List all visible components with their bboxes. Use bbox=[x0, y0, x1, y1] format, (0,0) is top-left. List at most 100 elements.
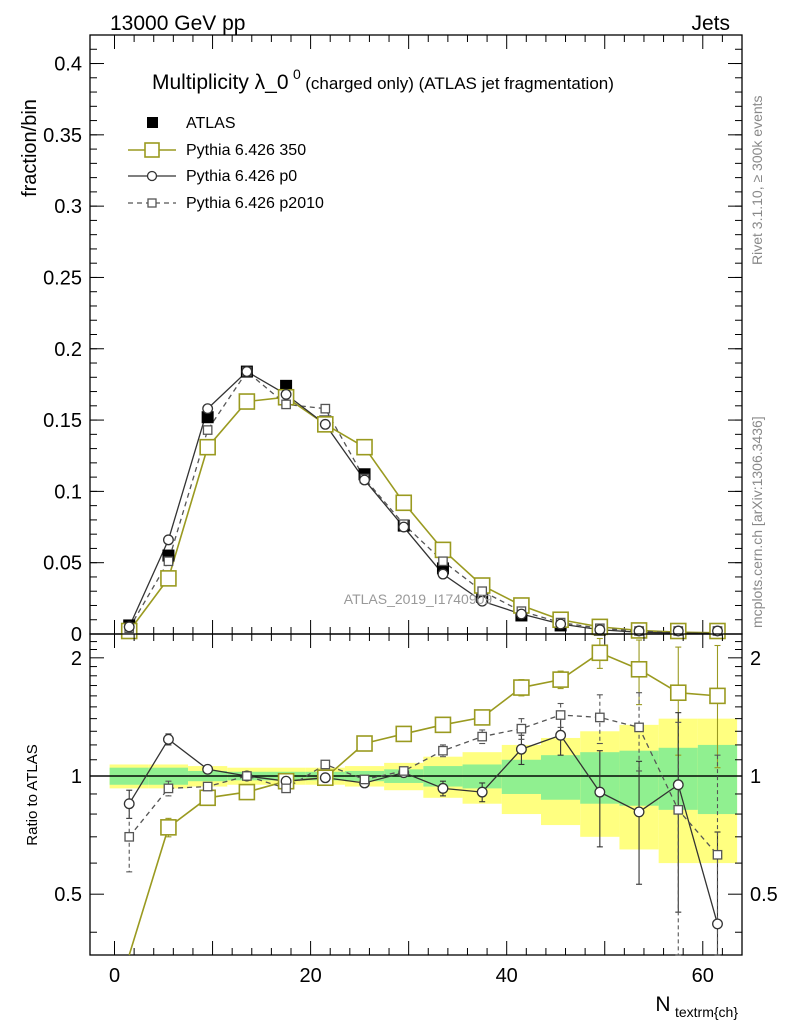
ratio-point-p2010 bbox=[124, 831, 135, 842]
main-point-p2010 bbox=[320, 403, 331, 414]
legend-label-p2010: Pythia 6.426 p2010 bbox=[186, 195, 324, 212]
ratio-point-p2010 bbox=[359, 774, 370, 785]
main-point-p0 bbox=[123, 621, 135, 633]
main-point-p0 bbox=[594, 624, 606, 636]
ratio-point-p350 bbox=[160, 819, 177, 836]
ratio-ytick-label-right: 0.5 bbox=[750, 884, 778, 906]
ratio-bands bbox=[90, 718, 742, 864]
header-left: 13000 GeV pp bbox=[110, 12, 245, 35]
chart-title-sup: 0 bbox=[293, 66, 301, 82]
ratio-band-green bbox=[501, 759, 542, 794]
main-series bbox=[120, 365, 726, 640]
main-ytick-label: 0 bbox=[71, 624, 82, 646]
legend: ATLAS Pythia 6.426 350 Pythia 6.426 p0 P… bbox=[128, 115, 324, 212]
ratio-xlabel: N textrm{ch} bbox=[655, 993, 738, 1020]
legend-label-p0: Pythia 6.426 p0 bbox=[186, 168, 297, 185]
ratio-point-p2010 bbox=[477, 731, 488, 742]
ratio-point-p0 bbox=[555, 729, 567, 741]
ratio-point-p350 bbox=[591, 644, 609, 662]
main-point-p0 bbox=[241, 366, 253, 378]
ratio-point-p0 bbox=[162, 733, 174, 745]
main-point-p0 bbox=[555, 618, 567, 630]
ratio-point-p2010 bbox=[163, 783, 174, 794]
main-ytick-label: 0.4 bbox=[54, 54, 82, 76]
main-point-p2010 bbox=[163, 556, 174, 567]
main-point-p2010 bbox=[438, 556, 448, 567]
ratio-point-p2010 bbox=[634, 722, 644, 733]
side-mcplots-text: mcplots.cern.ch [arXiv:1306.3436] bbox=[749, 416, 765, 628]
main-ytick-label: 0.25 bbox=[43, 267, 82, 289]
ratio-point-p2010 bbox=[398, 766, 409, 776]
main-point-atlas bbox=[201, 411, 214, 424]
ratio-point-p350 bbox=[513, 679, 530, 696]
main-point-p0 bbox=[319, 418, 331, 430]
chart-title: Multiplicity λ_0 0 (charged only) (ATLAS… bbox=[152, 66, 614, 94]
main-point-atlas bbox=[280, 379, 293, 392]
ratio-point-p0 bbox=[476, 786, 488, 798]
ratio-point-p0 bbox=[712, 918, 723, 930]
main-point-p2010 bbox=[477, 586, 488, 597]
legend-marker-atlas bbox=[147, 117, 158, 128]
ratio-point-p350 bbox=[709, 687, 726, 705]
ratio-point-p350 bbox=[473, 709, 491, 726]
ratio-ytick-label-left: 2 bbox=[71, 648, 82, 670]
ratio-ytick-label-left: 1 bbox=[71, 766, 82, 788]
ratio-xtick-label: 20 bbox=[299, 965, 321, 987]
main-point-p0 bbox=[280, 388, 292, 400]
header-right: Jets bbox=[691, 12, 730, 35]
ratio-point-p2010 bbox=[594, 712, 605, 723]
main-point-p0 bbox=[202, 403, 214, 415]
main-point-p0 bbox=[437, 568, 449, 580]
main-point-p350 bbox=[356, 438, 373, 456]
ratio-point-p0 bbox=[319, 772, 331, 784]
ratio-xtick-label: 0 bbox=[109, 965, 120, 987]
ratio-point-p0 bbox=[633, 806, 645, 818]
main-ytick-label: 0.1 bbox=[54, 481, 82, 503]
ratio-point-p2010 bbox=[320, 759, 331, 770]
ratio-point-p2010 bbox=[712, 849, 723, 860]
ratio-point-p2010 bbox=[281, 783, 291, 794]
main-point-p0 bbox=[515, 608, 527, 620]
ratio-point-p0 bbox=[202, 763, 214, 775]
ratio-xtick-label: 60 bbox=[692, 965, 714, 987]
ratio-point-p0 bbox=[123, 798, 135, 810]
ratio-point-p2010 bbox=[516, 723, 527, 734]
ratio-point-p350 bbox=[199, 789, 216, 807]
chart-title-main: Multiplicity λ_0 bbox=[152, 71, 289, 94]
main-point-p0 bbox=[359, 474, 370, 486]
main-point-p350 bbox=[434, 541, 452, 559]
ratio-point-p350 bbox=[238, 783, 256, 801]
legend-label-atlas: ATLAS bbox=[186, 115, 236, 132]
ratio-point-p350 bbox=[434, 716, 452, 734]
main-line-p350 bbox=[128, 396, 718, 634]
ratio-point-p2010 bbox=[673, 804, 684, 815]
main-point-p350 bbox=[395, 494, 413, 512]
ratio-band-green bbox=[541, 755, 581, 800]
main-point-p2010 bbox=[202, 425, 213, 435]
ratio-series bbox=[123, 637, 726, 956]
ratio-point-p0 bbox=[672, 779, 684, 791]
legend-marker-p350 bbox=[144, 142, 160, 158]
main-line-p0 bbox=[128, 370, 718, 635]
ratio-point-p350 bbox=[395, 725, 413, 743]
ratio-xtick-label: 40 bbox=[496, 965, 518, 987]
legend-marker-p0 bbox=[146, 170, 158, 182]
main-ytick-label: 0.35 bbox=[43, 125, 82, 147]
ratio-point-p350 bbox=[669, 684, 687, 702]
ratio-point-p350 bbox=[552, 671, 569, 688]
ratio-point-p2010 bbox=[202, 781, 213, 792]
analysis-watermark: ATLAS_2019_I1740909 bbox=[344, 591, 493, 607]
main-point-p0 bbox=[398, 521, 410, 533]
main-line-p2010 bbox=[128, 370, 718, 635]
ratio-point-p0 bbox=[515, 743, 527, 755]
main-ytick-label: 0.15 bbox=[43, 410, 82, 432]
ratio-line-p0 bbox=[128, 734, 719, 925]
ratio-point-p350 bbox=[630, 660, 648, 678]
main-point-p0 bbox=[476, 595, 488, 607]
main-ytick-label: 0.3 bbox=[54, 196, 82, 218]
ratio-point-p2010 bbox=[438, 745, 448, 756]
main-ylabel: fraction/bin bbox=[19, 99, 41, 197]
ratio-xlabel-main: N bbox=[655, 993, 670, 1016]
legend-label-p350: Pythia 6.426 350 bbox=[186, 142, 306, 159]
ratio-line-p2010 bbox=[128, 714, 718, 856]
